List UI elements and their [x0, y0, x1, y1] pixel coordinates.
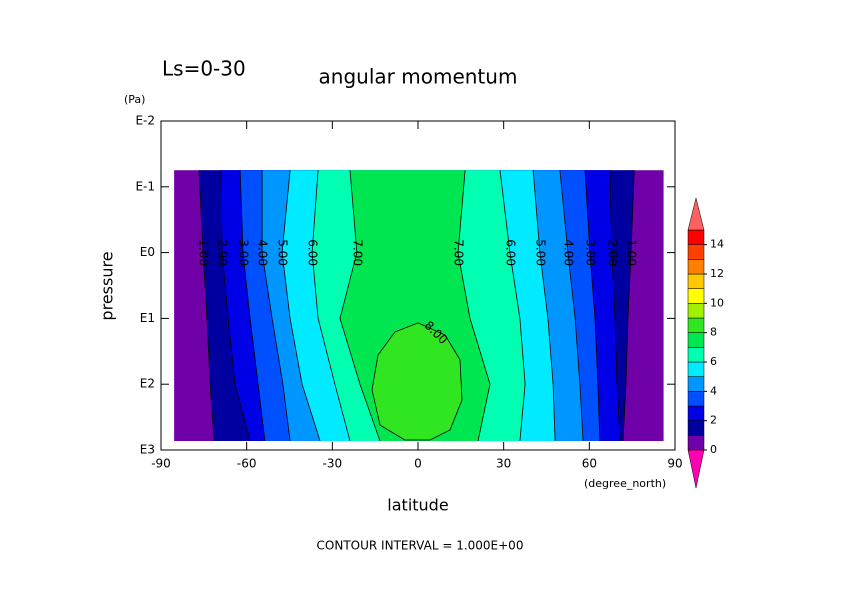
contour-label: 2.00 [216, 239, 230, 266]
colorbar-band [687, 435, 705, 451]
x-tick-label: -90 [151, 457, 171, 471]
colorbar-band [687, 259, 705, 275]
colorbar-tick-label: 4 [710, 384, 717, 397]
y-tick-label: E1 [140, 311, 155, 325]
colorbar-band [687, 361, 705, 377]
colorbar-band [687, 332, 705, 348]
contour-label: 3.00 [583, 239, 597, 266]
contour-label: 4.00 [561, 239, 575, 266]
contour-line [281, 170, 556, 442]
footer: CONTOUR INTERVAL = 1.000E+00 [317, 539, 524, 553]
contour-line [239, 170, 601, 442]
contour-label: 2.00 [605, 239, 619, 266]
colorbar-band [687, 303, 705, 319]
chart-title: angular momentum [319, 65, 518, 89]
contour-label: 4.00 [256, 239, 270, 266]
contour-label: 6.00 [306, 239, 320, 266]
colorbar-over [687, 197, 705, 231]
colorbar-band [687, 288, 705, 304]
y-tick-label: E3 [140, 443, 155, 457]
contour-line [220, 170, 621, 442]
subtitle: Ls=0-30 [162, 57, 246, 81]
y-tick-label: E2 [140, 377, 155, 391]
colorbar-tick-label: 0 [710, 443, 717, 456]
colorbar-band [687, 391, 705, 407]
colorbar-band [687, 229, 705, 245]
colorbar-tick-label: 10 [710, 296, 724, 309]
x-tick-label: -60 [237, 457, 257, 471]
y-tick-label: E-1 [135, 179, 155, 193]
colorbar-band [687, 273, 705, 289]
contour-label: 5.00 [533, 239, 547, 266]
colorbar-band [687, 376, 705, 392]
colorbar-tick-label: 8 [710, 326, 717, 339]
colorbar-band [687, 420, 705, 436]
contour-line [339, 170, 491, 442]
colorbar-band [687, 347, 705, 363]
contour-label: 1.00 [625, 239, 639, 266]
colorbar-tick-label: 6 [710, 355, 717, 368]
contour-band [372, 322, 462, 440]
x-tick-label: 60 [582, 457, 597, 471]
x-axis-label: latitude [387, 496, 448, 515]
contour-label: 1.00 [196, 239, 210, 266]
contour-label: 7.00 [451, 239, 465, 266]
x-tick-label: 30 [496, 457, 511, 471]
x-tick-label: 0 [414, 457, 422, 471]
colorbar-band [687, 317, 705, 333]
colorbar-tick-label: 14 [710, 238, 724, 251]
y-unit: (Pa) [124, 93, 145, 106]
colorbar-tick-label: 12 [710, 267, 724, 280]
contour-line [311, 170, 526, 442]
contour-line [198, 170, 635, 442]
x-unit: (degree_north) [584, 477, 666, 490]
colorbar-tick-label: 2 [710, 414, 717, 427]
x-tick-label: 90 [667, 457, 682, 471]
contour-label: 5.00 [276, 239, 290, 266]
y-axis-label: pressure [98, 251, 117, 320]
contour-label: 3.00 [236, 239, 250, 266]
contour-label: 6.00 [503, 239, 517, 266]
y-tick-label: E0 [140, 245, 155, 259]
contour-line [371, 322, 463, 441]
colorbar-band [687, 405, 705, 421]
colorbar-band [687, 244, 705, 260]
contour-line [261, 170, 584, 442]
colorbar-under [687, 449, 705, 489]
contour-label: 7.00 [350, 239, 364, 266]
x-tick-label: -30 [323, 457, 343, 471]
y-tick-label: E-2 [135, 114, 155, 128]
